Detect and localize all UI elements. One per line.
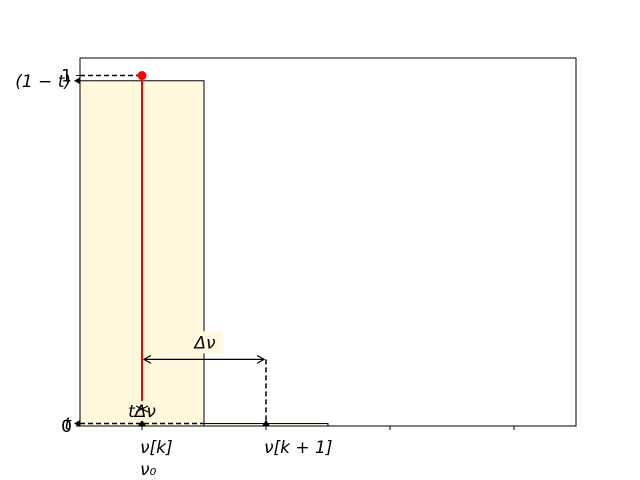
t-delta-nu-label-bg [124, 400, 160, 421]
red-point [137, 71, 147, 81]
delta-nu-label: Δν [192, 333, 216, 353]
t-delta-nu-arrowhead-bottom [135, 408, 149, 413]
x-tick-label-2: ν[k + 1] [264, 438, 332, 458]
y-tick-label-1: 0 [61, 417, 72, 437]
x-marker-k [138, 420, 146, 426]
y-marker-2 [74, 420, 80, 428]
delta-nu-arrowhead-right [256, 354, 266, 364]
y-extra-label-2: t [64, 415, 72, 435]
plot-frame [79, 57, 577, 427]
y-marker-1 [74, 77, 80, 85]
delta-nu-arrowhead-left [142, 354, 152, 364]
y-tick-label-2: 1 [61, 67, 72, 87]
x-marker-knext [262, 420, 270, 426]
t-delta-nu-label: tΔν [128, 402, 156, 422]
y-extra-label-1: (1 − t) [15, 72, 71, 92]
x-tick-label-1: ν[k] [140, 438, 173, 458]
x-extra-label: ν₀ [140, 460, 156, 480]
delta-nu-label-bg [188, 331, 222, 354]
